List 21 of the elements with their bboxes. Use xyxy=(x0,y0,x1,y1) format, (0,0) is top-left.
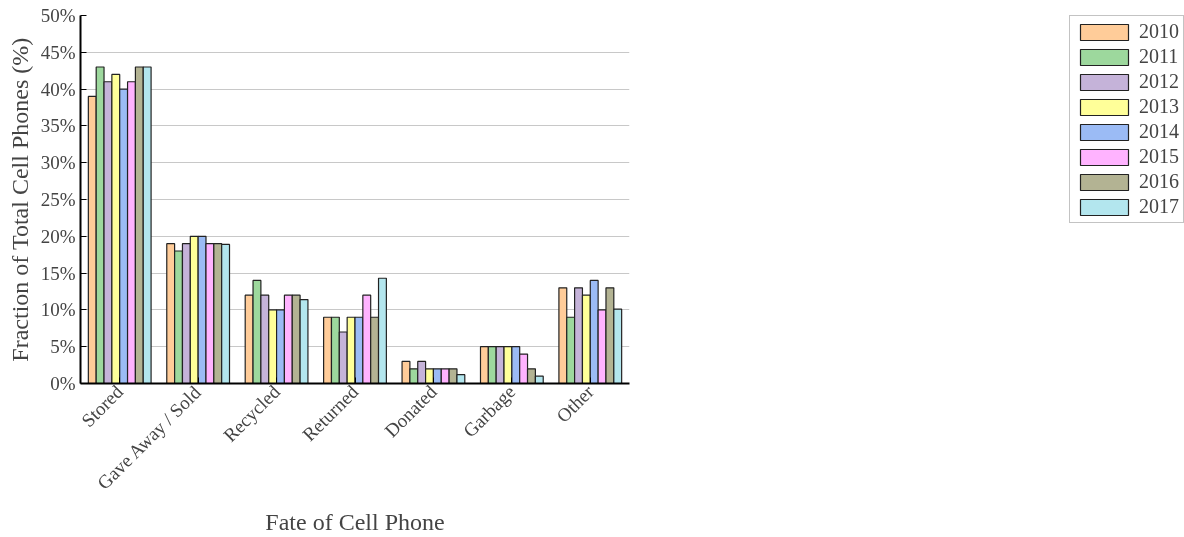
y-tick-label: 15% xyxy=(40,262,76,284)
legend-label: 2013 xyxy=(1139,95,1179,118)
y-tick-label: 40% xyxy=(40,78,76,100)
legend-label: 2012 xyxy=(1139,70,1179,93)
y-axis-title: Fraction of Total Cell Phones (%) xyxy=(6,37,33,362)
y-tick-label: 10% xyxy=(40,299,76,321)
y-tick-label: 35% xyxy=(40,115,76,137)
y-tick-label: 45% xyxy=(40,41,76,63)
legend-label: 2011 xyxy=(1139,45,1179,68)
x-axis-title: Fate of Cell Phone xyxy=(265,509,445,535)
legend-label: 2014 xyxy=(1139,120,1179,143)
legend-label: 2016 xyxy=(1139,170,1179,193)
y-tick-label: 0% xyxy=(50,373,76,394)
legend-label: 2015 xyxy=(1139,145,1179,168)
y-tick-label: 50% xyxy=(40,5,76,26)
y-tick-label: 30% xyxy=(40,152,76,174)
y-tick-label: 25% xyxy=(40,189,76,210)
legend-label: 2017 xyxy=(1139,195,1179,218)
legend-label: 2010 xyxy=(1139,20,1179,43)
y-tick-label: 5% xyxy=(50,336,76,358)
y-tick-label: 20% xyxy=(40,225,76,247)
